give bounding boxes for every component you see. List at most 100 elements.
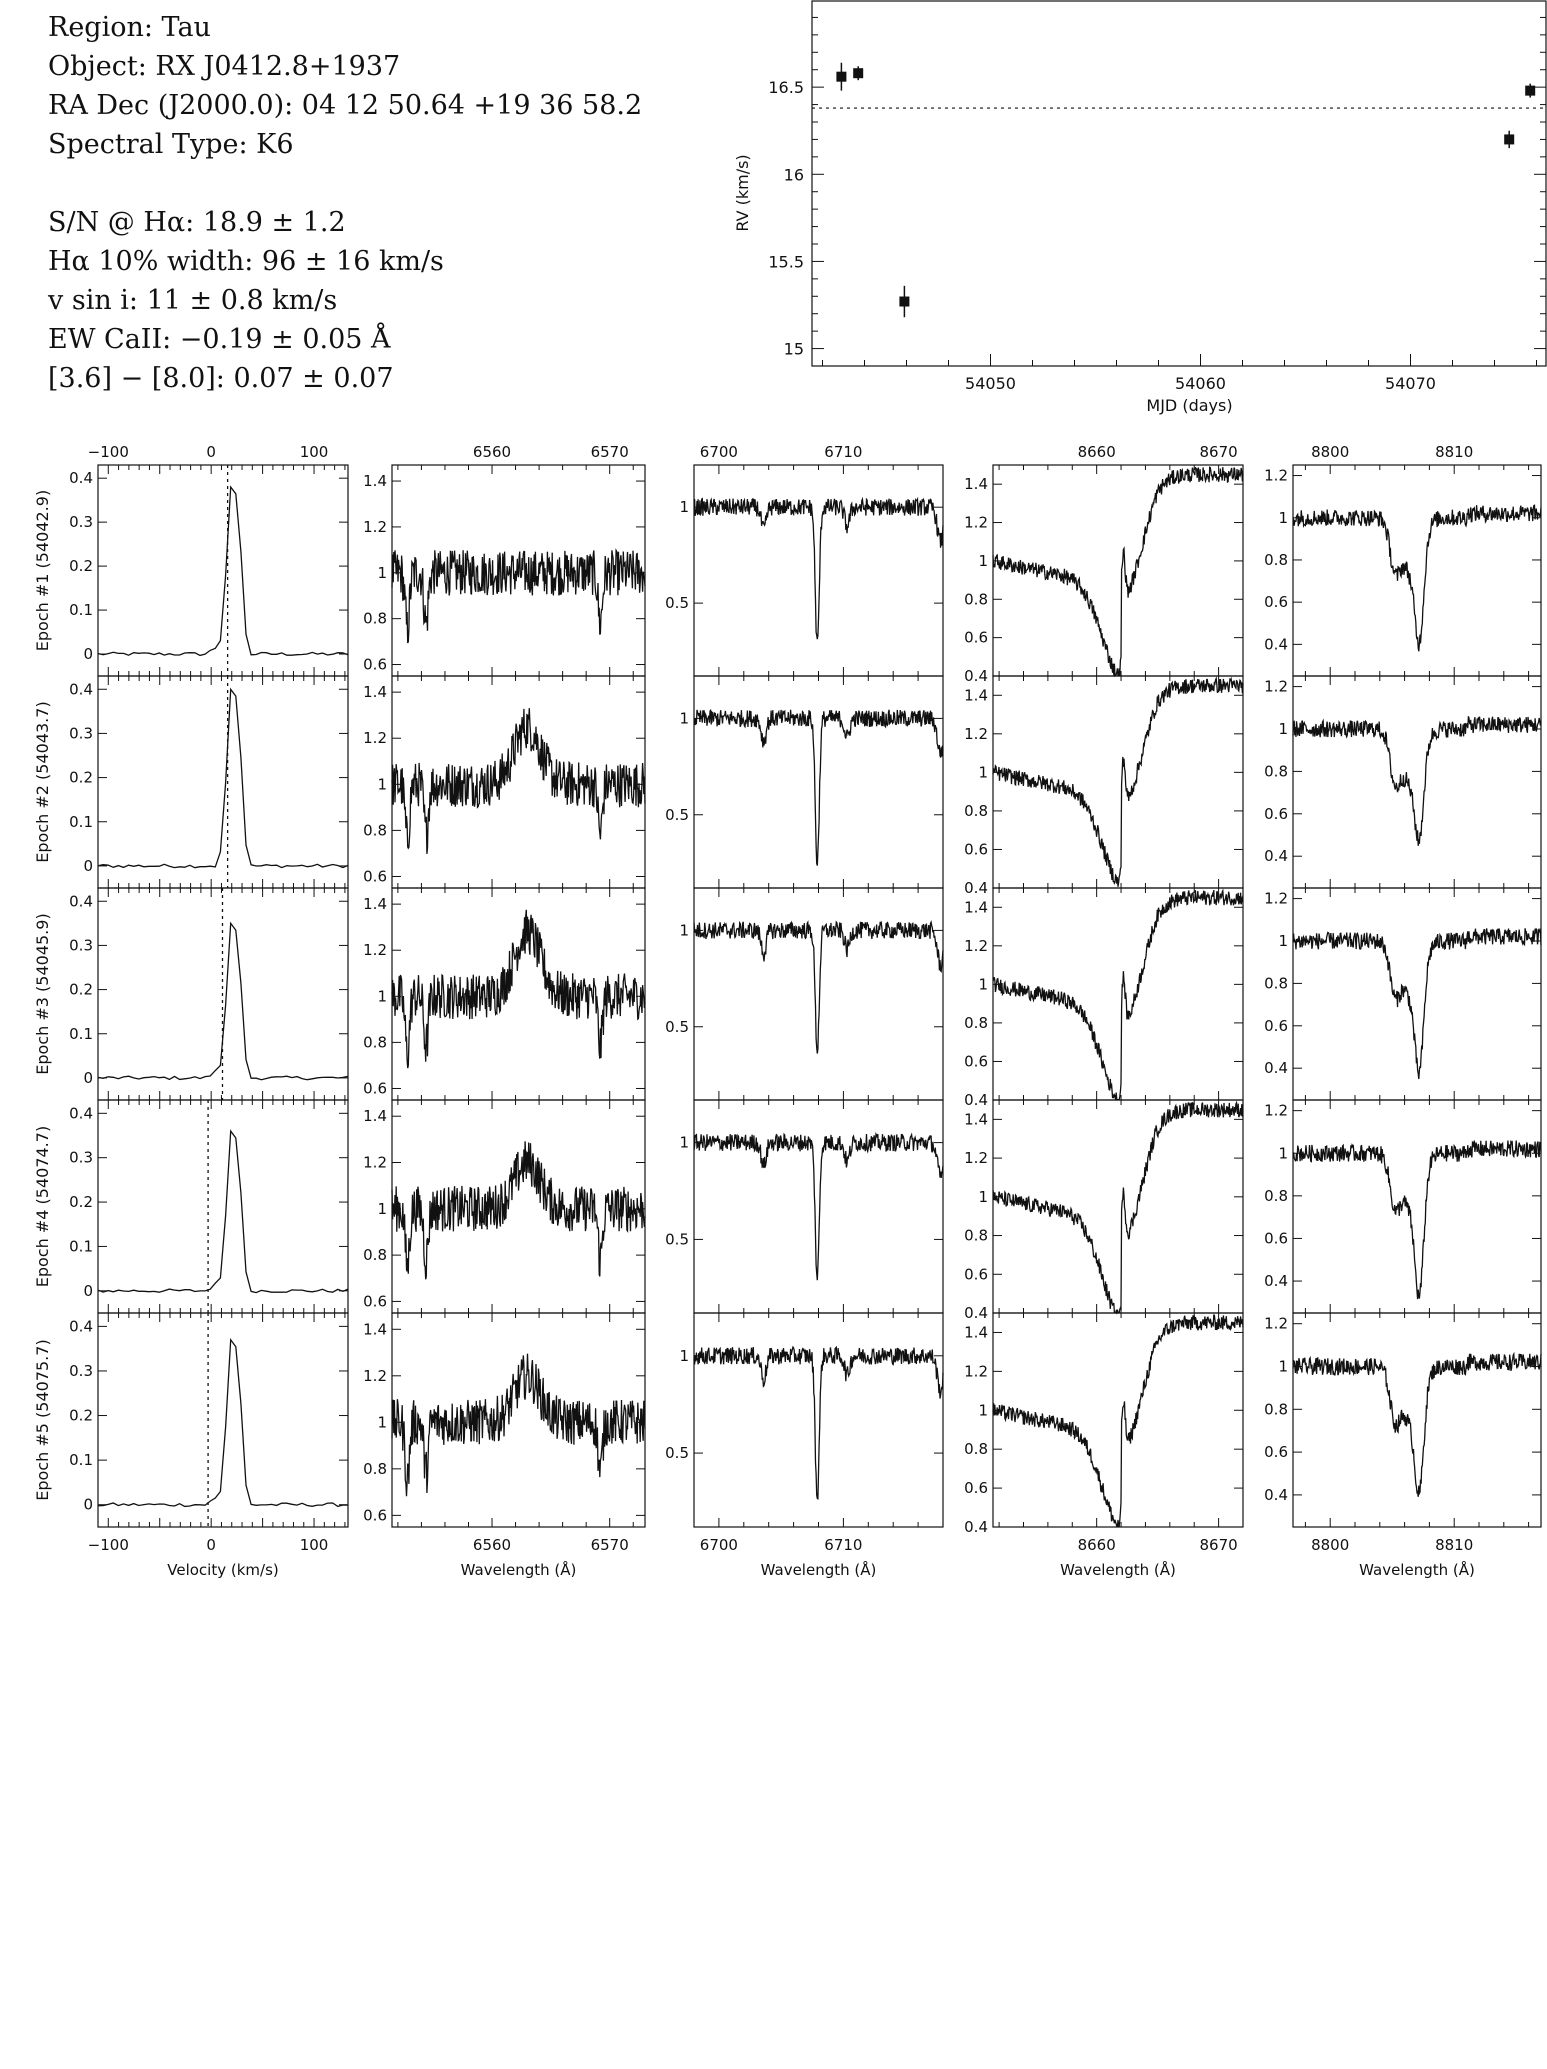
y-tick-label: 0.8: [964, 1227, 988, 1245]
y-tick-label: 0.4: [964, 1304, 988, 1322]
y-tick-label: 0.4: [1264, 1486, 1288, 1504]
y-tick-label: 1: [978, 975, 988, 993]
y-tick-label: 1.2: [964, 1149, 988, 1167]
x-tick-label: 6700: [700, 1536, 738, 1554]
y-tick-label: 0.8: [964, 1014, 988, 1032]
spectrum-line-calcium: [992, 466, 1244, 678]
y-tick-label: 0: [83, 1282, 93, 1300]
y-tick-label: 1.4: [964, 1110, 988, 1128]
top-tick-label: 8660: [1078, 443, 1116, 461]
top-tick-label: 8800: [1311, 443, 1349, 461]
y-tick-label: 1.4: [964, 898, 988, 916]
spectrum-line-potassium: [1292, 716, 1542, 846]
spectrum-line-velocity: [97, 1129, 349, 1294]
y-tick-label: 1.4: [363, 472, 387, 490]
spectrum-line-lithium: [693, 1345, 944, 1500]
y-tick-label: 0.3: [69, 513, 93, 531]
x-tick-label: 8660: [1078, 1536, 1116, 1554]
y-tick-label: 0.8: [1264, 762, 1288, 780]
y-tick-label: 0.1: [69, 1451, 93, 1469]
y-tick-label: 0.3: [69, 1149, 93, 1167]
y-tick-label: 1.2: [964, 725, 988, 743]
x-tick-label: 8800: [1311, 1536, 1349, 1554]
y-tick-label: 0.5: [665, 1018, 689, 1036]
star-info-panel: Region: Tau Object: RX J0412.8+1937 RA D…: [48, 8, 642, 398]
y-tick-label: 0.2: [69, 769, 93, 787]
y-tick-label: 1.2: [964, 1362, 988, 1380]
y-tick-label: 0.1: [69, 813, 93, 831]
y-tick-label: 0.4: [69, 892, 93, 910]
spectrum-line-velocity: [97, 485, 349, 657]
y-tick-label: 0.8: [1264, 974, 1288, 992]
panel-frame-velocity: [97, 1312, 349, 1528]
y-tick-label: 1: [679, 498, 689, 516]
y-tick-label: 0.4: [964, 1518, 988, 1536]
ew-caii-text: EW CaII: −0.19 ± 0.05 Å: [48, 324, 391, 355]
top-tick-label: 6700: [700, 443, 738, 461]
epoch-label: Epoch #2 (54043.7): [33, 701, 52, 862]
spectrum-line-lithium: [693, 709, 944, 866]
panel-frame-potassium: [1292, 1099, 1542, 1314]
rv-point: [1504, 134, 1515, 145]
top-tick-label: 8670: [1200, 443, 1238, 461]
y-tick-label: 0.6: [964, 629, 988, 647]
y-tick-label: 1.2: [363, 941, 387, 959]
y-tick-label: 0.3: [69, 1362, 93, 1380]
y-tick-label: 0.8: [363, 610, 387, 628]
halpha-width-text: Hα 10% width: 96 ± 16 km/s: [48, 246, 444, 277]
irac-color-text: [3.6] − [8.0]: 0.07 ± 0.07: [48, 363, 394, 394]
vsini-text: v sin i: 11 ± 0.8 km/s: [48, 285, 338, 316]
spectrum-line-halpha: [391, 1353, 646, 1497]
x-tick-label: 6570: [591, 1536, 629, 1554]
y-tick-label: 0.6: [964, 1052, 988, 1070]
spectrum-line-halpha: [391, 1141, 646, 1280]
top-tick-label: 6710: [824, 443, 862, 461]
spectrum-line-calcium: [992, 1314, 1244, 1528]
y-tick-label: 1: [377, 775, 387, 793]
y-tick-label: 0.4: [964, 879, 988, 897]
y-tick-label: 0.1: [69, 1237, 93, 1255]
y-tick-label: 0: [83, 1496, 93, 1514]
y-tick-label: 1.2: [363, 1367, 387, 1385]
top-tick-label: 6560: [473, 443, 511, 461]
y-tick-label: 0.4: [1264, 1059, 1288, 1077]
y-tick-label: 0.4: [1264, 847, 1288, 865]
sn-text: S/N @ Hα: 18.9 ± 1.2: [48, 207, 346, 238]
spectrum-line-potassium: [1292, 1139, 1542, 1300]
epoch-label: Epoch #5 (54075.7): [33, 1339, 52, 1500]
rv-point: [899, 296, 910, 307]
spectrum-line-halpha: [391, 909, 646, 1069]
spectrum-line-velocity: [97, 1337, 349, 1508]
y-tick-label: 1.4: [964, 475, 988, 493]
y-tick-label: 1: [377, 1200, 387, 1218]
y-tick-label: 1.4: [363, 1320, 387, 1338]
spectral-type-text: Spectral Type: K6: [48, 129, 294, 160]
object-text: Object: RX J0412.8+1937: [48, 51, 401, 82]
y-tick-label: 0.4: [964, 667, 988, 685]
top-tick-label: 0: [206, 443, 216, 461]
spectrum-line-potassium: [1292, 504, 1542, 652]
x-axis-label: Wavelength (Å): [461, 1560, 577, 1579]
panel-frame-lithium: [693, 464, 944, 677]
y-tick-label: 0.6: [363, 656, 387, 674]
y-tick-label: 1: [1278, 1358, 1288, 1376]
rv-y-tick-label: 16: [784, 165, 804, 184]
y-tick-label: 0.6: [964, 1479, 988, 1497]
rv-x-tick-label: 54060: [1175, 374, 1226, 393]
y-tick-label: 0: [83, 1069, 93, 1087]
y-tick-label: 1: [679, 1347, 689, 1365]
y-tick-label: 0.6: [1264, 805, 1288, 823]
y-tick-label: 1: [1278, 1144, 1288, 1162]
y-tick-label: 0.8: [964, 802, 988, 820]
radec-text: RA Dec (J2000.0): 04 12 50.64 +19 36 58.…: [48, 90, 643, 121]
y-tick-label: 1: [978, 1401, 988, 1419]
x-tick-label: 6710: [824, 1536, 862, 1554]
y-tick-label: 0.4: [1264, 635, 1288, 653]
spectrum-line-halpha: [391, 548, 646, 644]
x-tick-label: 8670: [1200, 1536, 1238, 1554]
y-tick-label: 1.4: [363, 895, 387, 913]
y-tick-label: 1: [377, 1413, 387, 1431]
y-tick-label: 1.2: [1264, 890, 1288, 908]
x-axis-label: Wavelength (Å): [1060, 1560, 1176, 1579]
panel-frame-potassium: [1292, 1312, 1542, 1528]
